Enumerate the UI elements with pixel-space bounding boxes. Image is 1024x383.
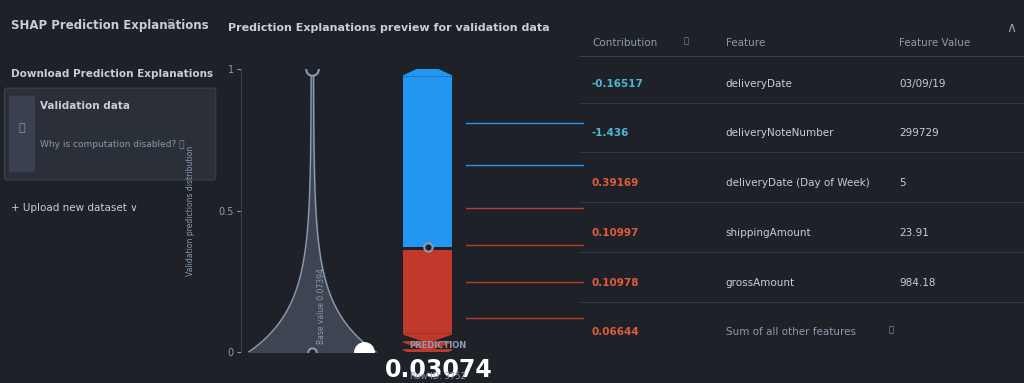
Text: SHAP Prediction Explanations: SHAP Prediction Explanations xyxy=(11,19,209,32)
Text: deliveryDate: deliveryDate xyxy=(726,79,793,88)
Text: 03/09/19: 03/09/19 xyxy=(899,79,946,88)
Polygon shape xyxy=(403,334,452,342)
Text: + Upload new dataset ∨: + Upload new dataset ∨ xyxy=(11,203,138,213)
Polygon shape xyxy=(403,350,452,358)
Text: 0.06644: 0.06644 xyxy=(592,327,640,337)
Text: grossAmount: grossAmount xyxy=(726,278,795,288)
Text: ⓘ: ⓘ xyxy=(167,17,173,27)
Bar xyxy=(403,250,452,332)
Text: Sum of all other features: Sum of all other features xyxy=(726,327,856,337)
Text: PREDICTION: PREDICTION xyxy=(410,341,467,350)
Text: 984.18: 984.18 xyxy=(899,278,936,288)
Text: 📄: 📄 xyxy=(18,123,26,133)
FancyBboxPatch shape xyxy=(4,88,216,180)
Text: 23.91: 23.91 xyxy=(899,228,929,238)
Text: Feature: Feature xyxy=(726,38,765,48)
Text: Prediction Explanations preview for validation data: Prediction Explanations preview for vali… xyxy=(228,23,550,33)
Polygon shape xyxy=(403,342,452,350)
Polygon shape xyxy=(403,65,452,76)
Bar xyxy=(403,77,452,247)
Text: -0.16517: -0.16517 xyxy=(592,79,644,88)
Text: ⓘ: ⓘ xyxy=(888,326,893,334)
Text: deliveryDate (Day of Week): deliveryDate (Day of Week) xyxy=(726,178,869,188)
Text: shippingAmount: shippingAmount xyxy=(726,228,811,238)
Text: -1.436: -1.436 xyxy=(592,128,630,138)
Text: 0.10978: 0.10978 xyxy=(592,278,639,288)
Text: Download Prediction Explanations: Download Prediction Explanations xyxy=(11,69,213,79)
Text: Row ID: 3752: Row ID: 3752 xyxy=(411,372,466,381)
Text: 299729: 299729 xyxy=(899,128,939,138)
Text: deliveryNoteNumber: deliveryNoteNumber xyxy=(726,128,835,138)
Text: Feature Value: Feature Value xyxy=(899,38,971,48)
Text: Validation data: Validation data xyxy=(40,101,130,111)
Text: 0.10997: 0.10997 xyxy=(592,228,639,238)
Text: Base value 0.07394: Base value 0.07394 xyxy=(316,268,326,344)
Text: 5: 5 xyxy=(899,178,906,188)
Text: ⓘ: ⓘ xyxy=(683,36,688,45)
Text: ∧: ∧ xyxy=(1006,21,1016,34)
Polygon shape xyxy=(403,358,452,366)
Text: Contribution: Contribution xyxy=(592,38,657,48)
Text: Why is computation disabled? ⓘ: Why is computation disabled? ⓘ xyxy=(40,140,184,149)
Text: Validation predictions distribution: Validation predictions distribution xyxy=(186,146,195,276)
Text: 0.03074: 0.03074 xyxy=(384,358,493,382)
FancyBboxPatch shape xyxy=(9,96,35,172)
Text: 0.39169: 0.39169 xyxy=(592,178,639,188)
